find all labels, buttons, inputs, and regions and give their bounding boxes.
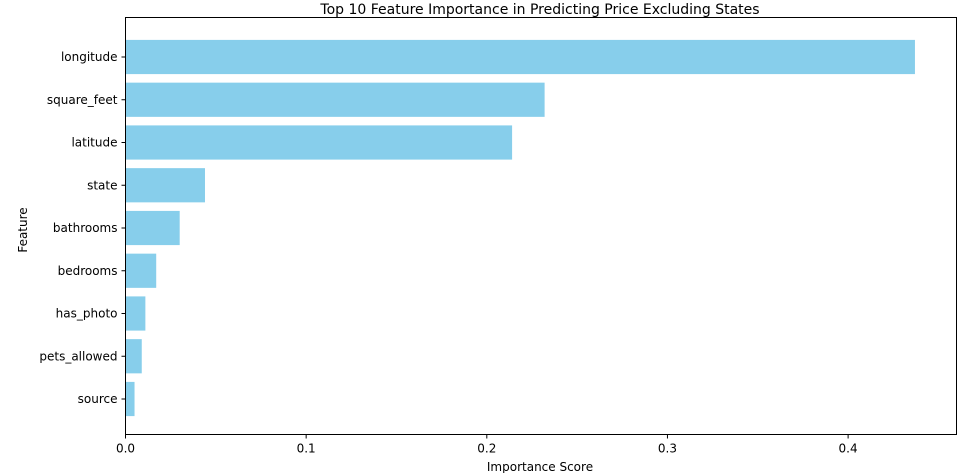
plot-area-frame	[125, 17, 957, 435]
x-ticks-layer: 0.0 0.1 0.2 0.3 0.4	[116, 434, 858, 456]
y-tick-label: square_feet	[47, 93, 118, 107]
y-tick-label: source	[78, 392, 118, 406]
bars-layer	[125, 39, 915, 417]
x-tick-label: 0.1	[297, 442, 316, 456]
y-tick-label: has_photo	[56, 307, 118, 321]
bar-square-feet	[125, 82, 545, 117]
bar-has-photo	[125, 296, 146, 331]
bar-source	[125, 381, 135, 417]
y-tick-label: latitude	[71, 136, 117, 150]
y-ticks-layer: longitude square_feet latitude state bathroo…	[39, 50, 126, 406]
y-axis-label: Feature	[16, 207, 30, 252]
x-tick-label: 0.0	[116, 442, 135, 456]
bar-bathrooms	[125, 210, 180, 246]
x-tick-label: 0.3	[658, 442, 677, 456]
y-tick-label: pets_allowed	[39, 349, 117, 363]
bar-bedrooms	[125, 253, 157, 288]
x-tick-label: 0.2	[477, 442, 496, 456]
bar-state	[125, 168, 205, 203]
bar-longitude	[125, 39, 915, 75]
bar-latitude	[125, 125, 513, 160]
x-axis-label: Importance Score	[487, 460, 593, 473]
bar-pets-allowed	[125, 339, 142, 374]
y-tick-label: longitude	[61, 50, 118, 64]
y-tick-label: bedrooms	[58, 264, 118, 278]
y-tick-label: bathrooms	[53, 221, 118, 235]
chart-title: Top 10 Feature Importance in Predicting …	[319, 2, 759, 18]
x-tick-label: 0.4	[839, 442, 858, 456]
y-tick-label: state	[87, 178, 117, 192]
